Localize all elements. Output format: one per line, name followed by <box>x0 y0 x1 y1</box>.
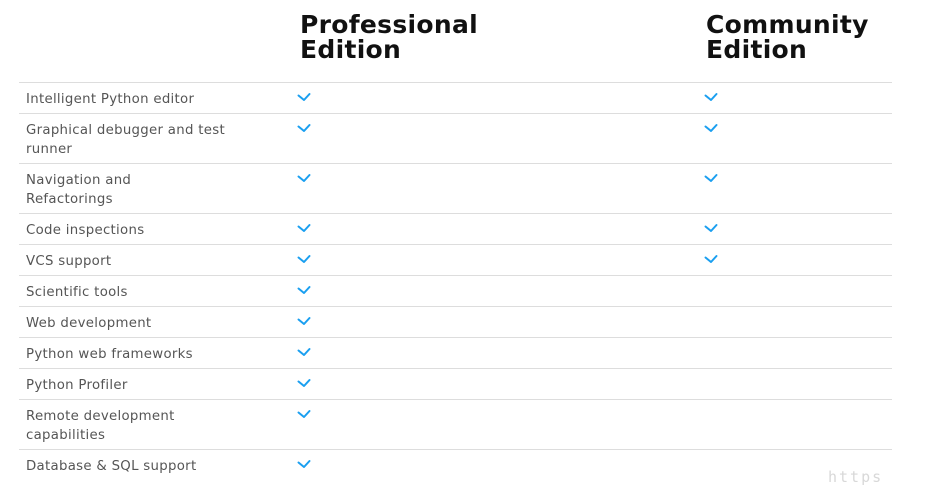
professional-edition-heading: Professional Edition <box>300 12 478 62</box>
checkmark-icon <box>704 174 718 182</box>
table-row: VCS support <box>19 244 892 275</box>
checkmark-icon <box>704 93 718 101</box>
checkmark-icon <box>297 460 311 468</box>
checkmark-icon <box>297 286 311 294</box>
table-row: Navigation and Refactorings <box>19 163 892 213</box>
feature-label: Graphical debugger and test runner <box>26 123 225 157</box>
feature-label: VCS support <box>26 254 112 269</box>
checkmark-icon <box>297 124 311 132</box>
checkmark-icon <box>297 93 311 101</box>
watermark: https <box>828 468 884 486</box>
table-row: Python Profiler <box>19 368 892 399</box>
feature-label: Python web frameworks <box>26 347 193 362</box>
checkmark-icon <box>297 317 311 325</box>
feature-comparison-table: Intelligent Python editor Graphical debug… <box>19 82 892 480</box>
table-row: Intelligent Python editor <box>19 82 892 113</box>
checkmark-icon <box>297 348 311 356</box>
checkmark-icon <box>704 124 718 132</box>
professional-edition-title: Professional Edition <box>300 10 479 64</box>
feature-label: Scientific tools <box>26 285 128 300</box>
community-edition-heading: Community Edition <box>706 12 869 62</box>
feature-label: Python Profiler <box>26 378 128 393</box>
table-row: Remote development capabilities <box>19 399 892 449</box>
checkmark-icon <box>704 255 718 263</box>
table-row: Database & SQL support <box>19 449 892 480</box>
table-row: Scientific tools <box>19 275 892 306</box>
table-row: Code inspections <box>19 213 892 244</box>
community-edition-title: Community Edition <box>706 10 869 64</box>
checkmark-icon <box>297 224 311 232</box>
checkmark-icon <box>297 379 311 387</box>
feature-label: Intelligent Python editor <box>26 92 195 107</box>
feature-label: Database & SQL support <box>26 459 197 474</box>
feature-label: Code inspections <box>26 223 145 238</box>
checkmark-icon <box>297 410 311 418</box>
table-row: Web development <box>19 306 892 337</box>
checkmark-icon <box>297 174 311 182</box>
checkmark-icon <box>297 255 311 263</box>
feature-label: Navigation and Refactorings <box>26 173 132 207</box>
feature-label: Remote development capabilities <box>26 409 175 443</box>
table-row: Python web frameworks <box>19 337 892 368</box>
checkmark-icon <box>704 224 718 232</box>
feature-label: Web development <box>26 316 152 331</box>
table-row: Graphical debugger and test runner <box>19 113 892 163</box>
